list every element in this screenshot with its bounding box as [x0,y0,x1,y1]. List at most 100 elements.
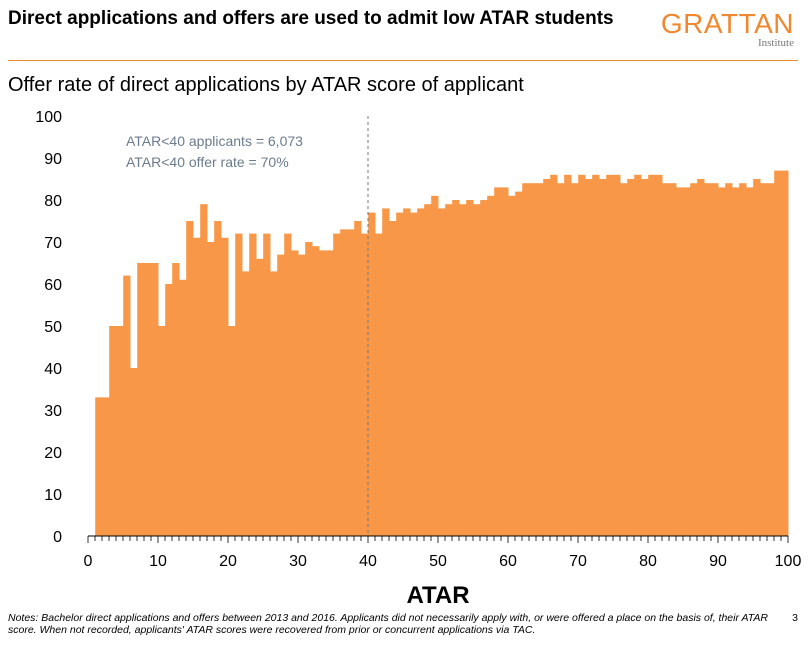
bar-atar-12 [165,284,173,536]
x-tick-label: 70 [569,553,587,570]
bar-atar-47 [410,212,418,536]
bar-atar-13 [172,263,180,536]
bar-atar-8 [137,263,145,536]
bar-atar-59 [494,187,502,536]
bar-atar-55 [466,200,474,536]
annotation-applicants: ATAR<40 applicants = 6,073 [126,133,303,149]
bar-atar-97 [760,183,768,536]
bar-atar-37 [340,229,348,536]
y-tick-label: 40 [44,361,62,378]
bar-atar-65 [536,183,544,536]
bar-atar-60 [501,187,509,536]
header-rule [8,60,798,61]
bar-atar-17 [200,204,208,536]
bar-atar-5 [116,326,124,536]
bar-atar-73 [592,174,600,537]
bar-atar-10 [151,263,159,536]
bar-atar-63 [522,183,530,536]
bar-atar-15 [186,221,194,536]
bar-atar-52 [445,204,453,536]
bar-atar-66 [543,179,551,536]
x-tick-label: 20 [219,553,237,570]
bar-atar-33 [312,246,320,536]
bar-atar-100 [781,170,789,536]
bar-atar-83 [662,183,670,536]
y-tick-label: 30 [44,403,62,420]
y-tick-label: 50 [44,319,62,336]
bar-atar-58 [487,195,495,537]
bars-group [95,170,789,537]
bar-atar-53 [452,200,460,536]
annotation-offer-rate: ATAR<40 offer rate = 70% [126,154,289,170]
bar-atar-39 [354,221,362,536]
y-tick-label: 100 [35,109,62,126]
bar-atar-28 [277,254,285,536]
bar-atar-9 [144,263,152,536]
bar-atar-82 [655,174,663,537]
grattan-logo: GRATTAN Institute [661,10,794,50]
bar-atar-90 [711,183,719,536]
bar-atar-74 [599,179,607,536]
bar-atar-24 [249,233,257,536]
bar-atar-46 [403,208,411,536]
bar-atar-62 [515,191,523,536]
x-tick-label: 80 [639,553,657,570]
bar-atar-71 [578,174,586,537]
bar-atar-32 [305,242,313,536]
bar-atar-35 [326,250,334,536]
bar-atar-61 [508,195,516,537]
bar-atar-89 [704,183,712,536]
bar-atar-26 [263,233,271,536]
bar-atar-75 [606,174,614,537]
bar-atar-44 [389,221,397,536]
bar-atar-56 [473,204,481,536]
bar-atar-6 [123,275,131,536]
x-tick-label: 40 [359,553,377,570]
x-tick-label: 0 [84,553,93,570]
y-tick-label: 60 [44,277,62,294]
bar-atar-85 [676,187,684,536]
bar-atar-42 [375,233,383,536]
bar-atar-78 [627,179,635,536]
chart-notes: Notes: Bachelor direct applications and … [8,612,768,636]
bar-atar-34 [319,250,327,536]
bar-atar-36 [333,233,341,536]
bar-atar-81 [648,174,656,537]
bar-atar-51 [438,208,446,536]
bar-atar-16 [193,237,201,537]
bar-atar-29 [284,233,292,536]
bar-atar-4 [109,326,117,536]
bar-atar-21 [228,326,236,536]
bar-atar-11 [158,326,166,536]
bar-atar-54 [459,204,467,536]
bar-atar-20 [221,237,229,537]
bar-atar-3 [102,397,110,536]
bar-atar-43 [382,208,390,536]
bar-atar-7 [130,368,138,536]
bar-atar-49 [424,204,432,536]
bar-atar-98 [767,183,775,536]
bar-atar-88 [697,179,705,536]
bar-atar-30 [291,250,299,536]
x-tick-label: 100 [775,553,802,570]
x-axis-label: ATAR [406,582,469,609]
bar-atar-95 [746,187,754,536]
bar-atar-18 [207,242,215,536]
bar-atar-48 [417,208,425,536]
bar-atar-38 [347,229,355,536]
bar-atar-14 [179,279,187,536]
y-tick-label: 90 [44,151,62,168]
bar-atar-25 [256,258,264,536]
chart-title: Offer rate of direct applications by ATA… [8,74,524,96]
logo-subtitle: Institute [757,37,794,49]
bar-atar-2 [95,397,103,536]
bar-atar-92 [725,183,733,536]
bar-atar-93 [732,187,740,536]
bar-atar-70 [571,183,579,536]
y-tick-label: 80 [44,193,62,210]
chart-headline: Direct applications and offers are used … [8,8,614,29]
x-axis-ticks: 0 10 20 30 40 50 60 70 80 90 100 [84,536,802,570]
bar-atar-76 [613,174,621,537]
x-tick-label: 50 [429,553,447,570]
y-axis-ticks: 0 10 20 30 40 50 60 70 80 90 100 [35,109,62,546]
